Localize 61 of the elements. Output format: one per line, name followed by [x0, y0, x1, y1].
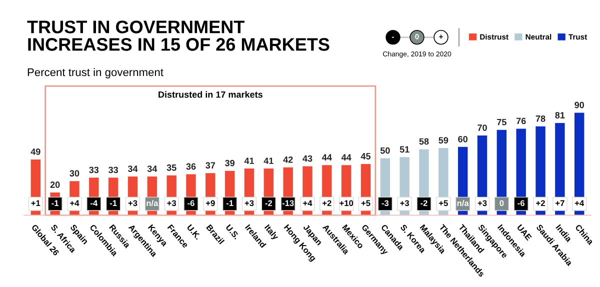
- annotation: -2: [420, 200, 428, 206]
- data-label: 49: [30, 148, 40, 155]
- data-label: 33: [89, 166, 99, 174]
- data-label: 78: [536, 115, 546, 122]
- data-label: 51: [400, 146, 410, 153]
- data-label: 30: [70, 170, 80, 177]
- data-label: 39: [225, 160, 235, 166]
- data-label: 44: [322, 154, 332, 160]
- annotation: -6: [188, 200, 194, 206]
- data-label: 90: [574, 102, 584, 108]
- data-label: 60: [458, 136, 468, 142]
- data-label: 45: [360, 153, 371, 160]
- annotation: -2: [265, 200, 272, 206]
- data-label: 76: [516, 118, 526, 124]
- annotation: 0: [500, 200, 504, 206]
- data-label: 41: [264, 158, 274, 164]
- annotation: -1: [110, 200, 117, 206]
- annotation: +3: [167, 200, 176, 206]
- data-label: 50: [380, 147, 390, 154]
- annotation: +3: [244, 200, 254, 206]
- chart-subtitle: Percent trust in government: [28, 68, 164, 78]
- annotation: -13: [282, 200, 294, 206]
- annotation: +5: [361, 200, 370, 206]
- data-label: 34: [128, 166, 138, 172]
- data-label: 70: [478, 124, 487, 131]
- annotation: +2: [536, 200, 545, 206]
- data-label: 33: [108, 166, 118, 174]
- annotation: +3: [128, 200, 138, 206]
- annotation: -6: [518, 200, 524, 206]
- data-label: 37: [206, 162, 216, 169]
- data-label: 36: [186, 163, 196, 170]
- annotation: +7: [556, 200, 564, 206]
- annotation: +4: [303, 200, 312, 206]
- data-label: 75: [497, 118, 506, 126]
- annotation: -1: [52, 200, 59, 206]
- annotation: -4: [90, 200, 98, 206]
- annotation: +1: [31, 200, 40, 206]
- annotation: -3: [382, 200, 389, 206]
- annotation: n/a: [457, 200, 469, 206]
- annotation: +4: [574, 200, 584, 206]
- annotation: +9: [206, 200, 215, 206]
- annotation: n/a: [146, 200, 158, 206]
- annotation: +3: [400, 200, 410, 206]
- data-label: 35: [166, 164, 176, 171]
- data-label: 42: [283, 156, 293, 163]
- annotation: +10: [340, 200, 354, 206]
- data-label: 41: [244, 158, 254, 164]
- data-label: 34: [147, 166, 158, 172]
- annotation: +5: [439, 200, 448, 206]
- data-label: 20: [50, 182, 60, 188]
- data-label: 44: [341, 154, 352, 160]
- annotation: +3: [478, 200, 487, 206]
- annotation: +4: [70, 200, 80, 206]
- annotation: -1: [226, 200, 234, 206]
- data-label: 81: [555, 112, 565, 118]
- data-label: 58: [419, 138, 429, 145]
- data-label: 43: [302, 155, 312, 162]
- text: Distrusted in 17 markets: [158, 91, 262, 98]
- annotation: +2: [322, 200, 332, 206]
- chart-title: TRUST IN GOVERNMENT INCREASES IN 15 OF 26 MARKETS: [27, 20, 330, 51]
- data-label: 59: [438, 137, 448, 144]
